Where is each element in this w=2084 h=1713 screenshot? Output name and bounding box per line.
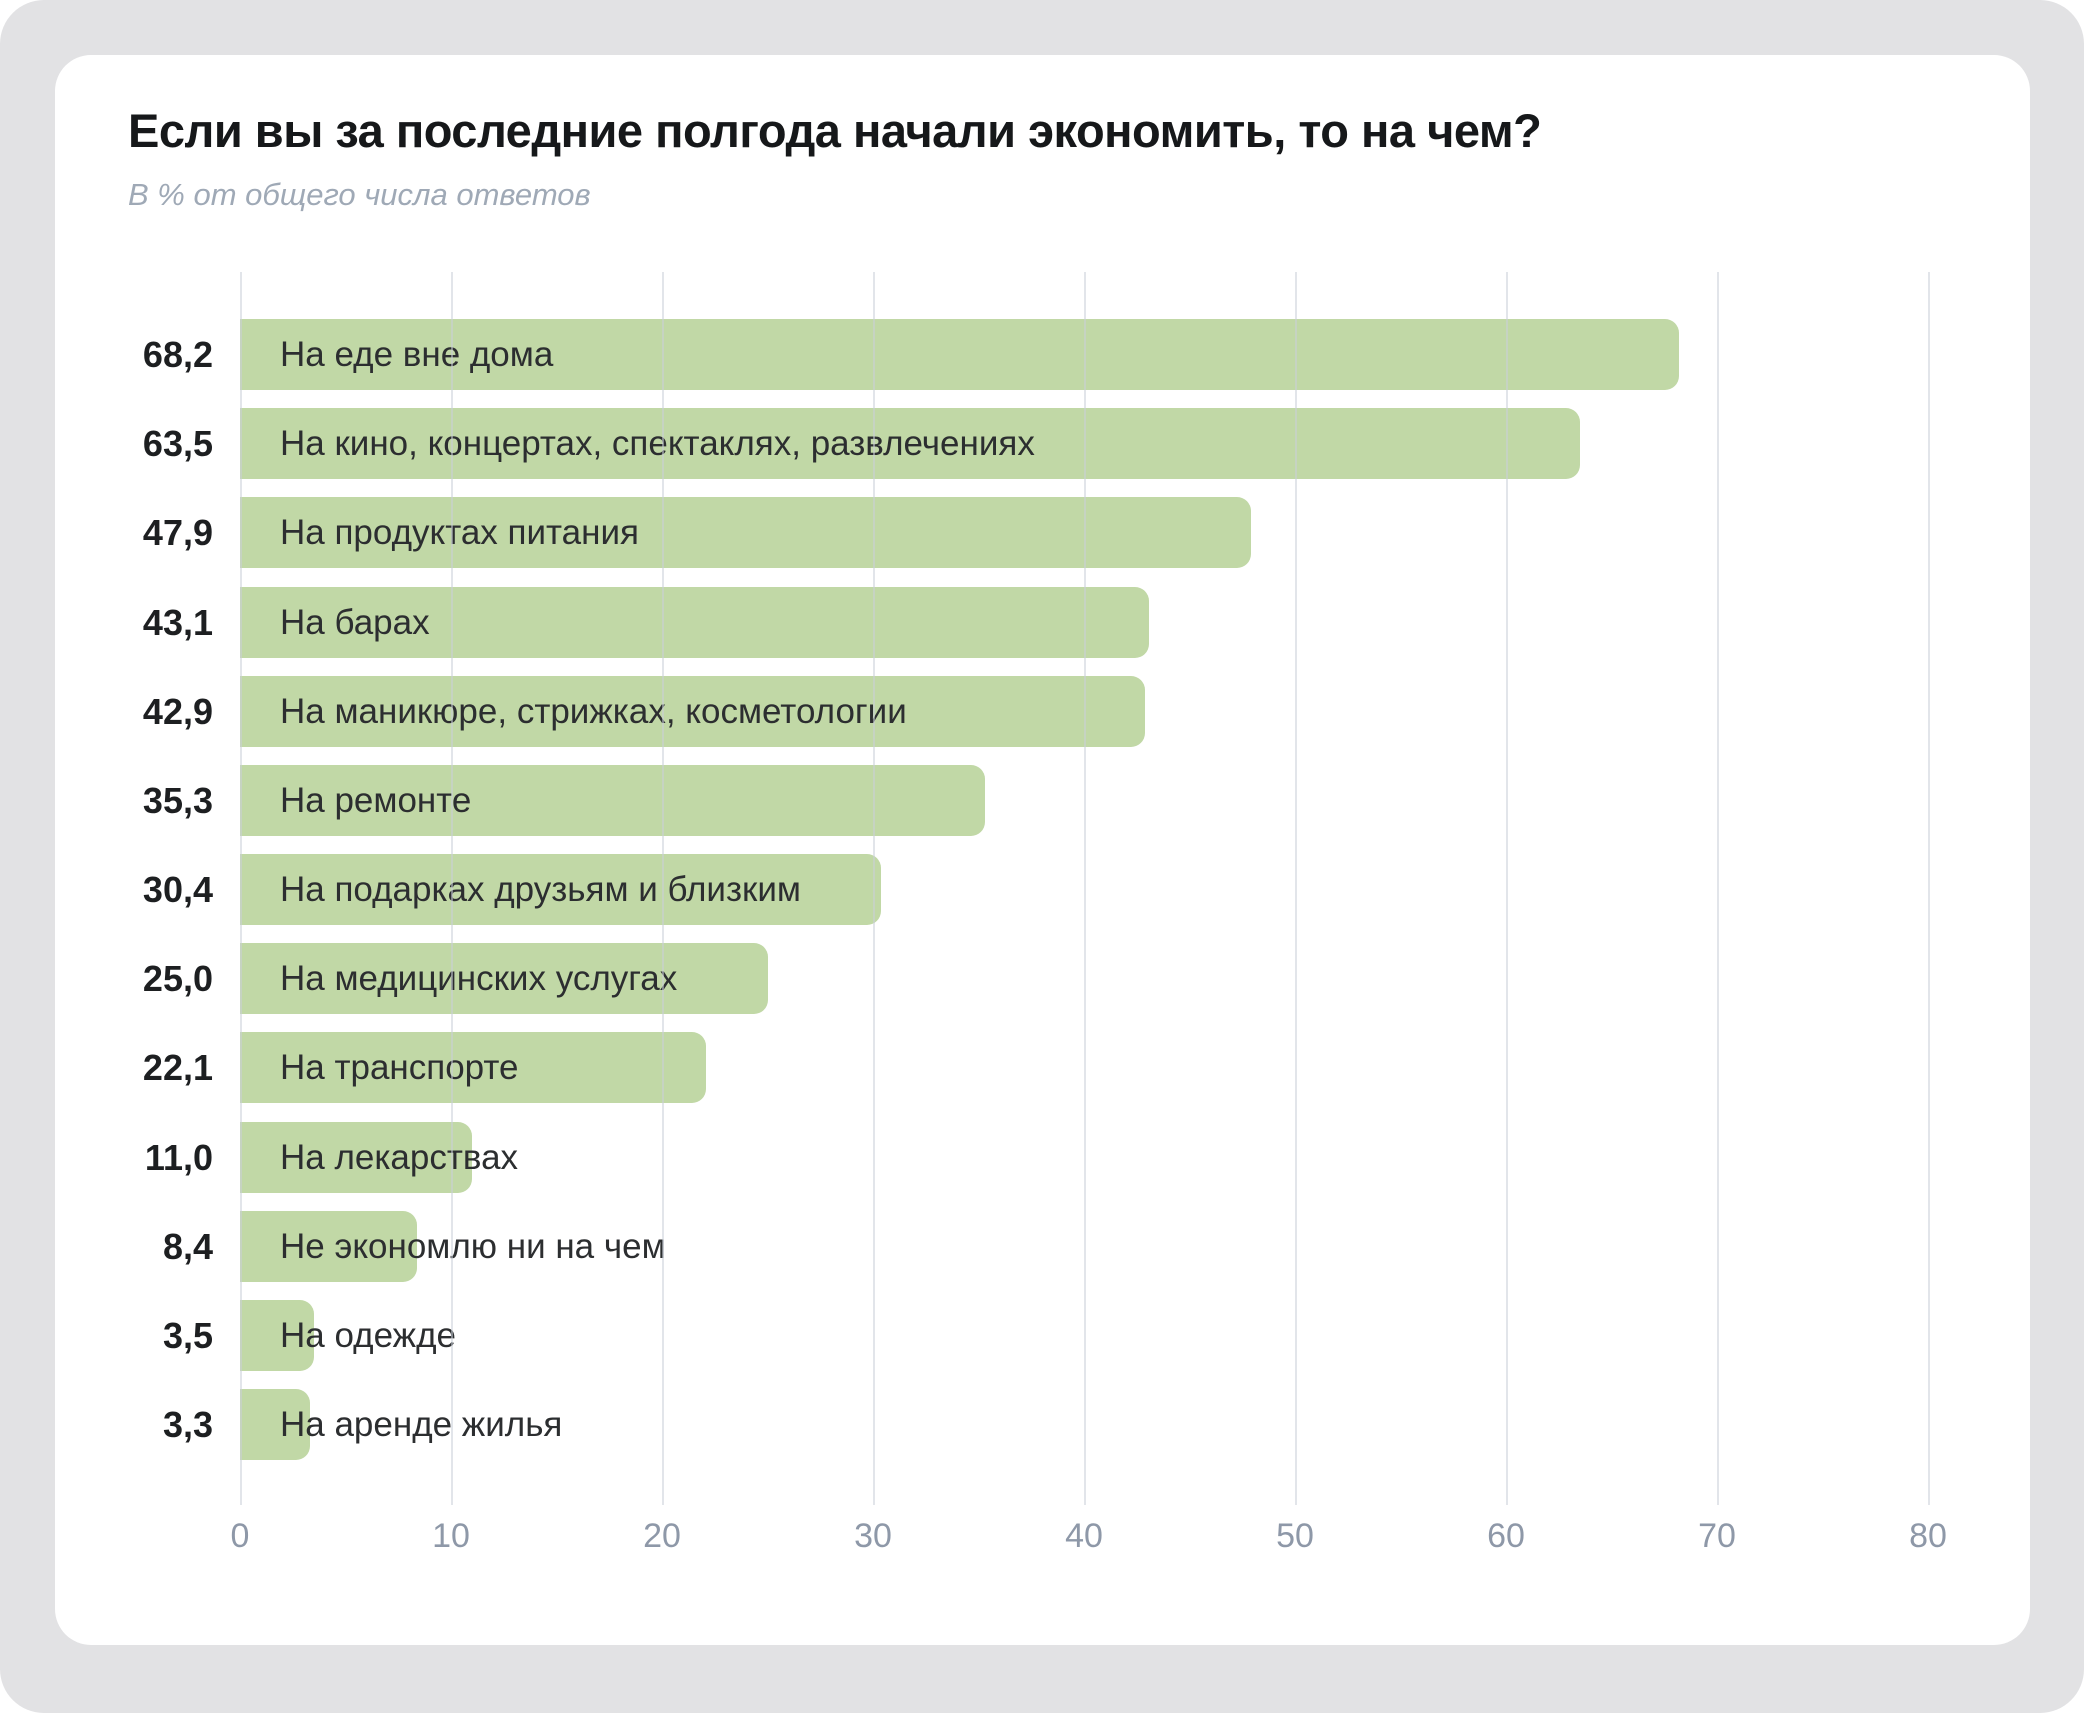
bar-category-label: На одежде (280, 1315, 456, 1355)
bar (240, 586, 1150, 658)
bar (240, 1389, 310, 1461)
bar-row: 42,9 На маникюре, стрижках, косметологии (55, 675, 1980, 747)
bar (240, 675, 1146, 747)
bar-value-label: 47,9 (142, 512, 213, 554)
x-tick-label: 30 (854, 1517, 892, 1555)
bar-category-label: Не экономлю ни на чем (280, 1226, 666, 1266)
bar-row: 8,4 Не экономлю ни на чем (55, 1210, 1980, 1282)
bar-value-label: 22,1 (142, 1047, 213, 1089)
bar-category-label: На транспорте (280, 1048, 519, 1088)
bar-value-label: 42,9 (142, 690, 213, 732)
bar (240, 943, 768, 1015)
bar (240, 764, 985, 836)
x-tick-label: 70 (1698, 1517, 1736, 1555)
bar (240, 1299, 314, 1371)
bar-category-label: На барах (280, 602, 430, 642)
x-tick-label: 10 (432, 1517, 470, 1555)
bar (240, 1121, 473, 1193)
chart-subtitle: В % от общего числа ответов (128, 177, 591, 212)
bar-category-label: На кино, концертах, спектаклях, развлече… (280, 424, 1035, 464)
bar-category-label: На аренде жилья (280, 1405, 563, 1445)
bar-row: 68,2 На еде вне дома (55, 319, 1980, 390)
bar-row: 30,4 На подарках друзьям и близким (55, 854, 1980, 926)
bar-row: 11,0 На лекарствах (55, 1121, 1980, 1193)
bar-category-label: На лекарствах (280, 1137, 519, 1177)
bar-row: 22,1 На транспорте (55, 1032, 1980, 1104)
bar-row: 47,9 На продуктах питания (55, 497, 1980, 569)
bar-category-label: На еде вне дома (280, 335, 554, 374)
x-tick-label: 60 (1487, 1517, 1525, 1555)
bar-category-label: На продуктах питания (280, 513, 639, 553)
bar-value-label: 68,2 (142, 334, 213, 375)
bar-row: 3,5 На одежде (55, 1299, 1980, 1371)
bar-value-label: 25,0 (142, 958, 213, 1000)
bar (240, 497, 1251, 569)
bar-category-label: На маникюре, стрижках, косметологии (280, 691, 907, 731)
x-tick-label: 20 (643, 1517, 681, 1555)
bar-value-label: 30,4 (142, 869, 213, 911)
bar-row: 63,5 На кино, концертах, спектаклях, разв… (55, 408, 1980, 480)
x-axis: 0 10 20 30 40 50 60 70 80 (231, 1517, 1980, 1567)
bar (240, 319, 1680, 390)
bar-value-label: 3,3 (162, 1404, 213, 1446)
x-tick-label: 0 (230, 1517, 250, 1555)
chart-title: Если вы за последние полгода начали экон… (128, 104, 1542, 157)
bar (240, 854, 882, 926)
bar (240, 408, 1580, 480)
bar-value-label: 3,5 (162, 1314, 213, 1356)
chart-card: Если вы за последние полгода начали экон… (55, 55, 2030, 1645)
bar (240, 1210, 418, 1282)
bar-value-label: 35,3 (142, 779, 213, 821)
bar-value-label: 11,0 (144, 1136, 213, 1178)
bar-category-label: На ремонте (280, 780, 472, 820)
bar-row: 3,3 На аренде жилья (55, 1389, 1980, 1461)
bar-category-label: На медицинских услугах (280, 959, 678, 999)
bar-row: 25,0 На медицинских услугах (55, 943, 1980, 1015)
bar-row: 43,1 На барах (55, 586, 1980, 658)
bar-value-label: 63,5 (142, 423, 213, 465)
bar (240, 1032, 707, 1104)
x-tick-label: 50 (1276, 1517, 1314, 1555)
x-tick-label: 40 (1065, 1517, 1103, 1555)
plot-area: 68,2 На еде вне дома 63,5 На кино, концерта… (143, 272, 1980, 1505)
bar-value-label: 8,4 (162, 1225, 213, 1267)
bar-row: 35,3 На ремонте (55, 764, 1980, 836)
x-tick-label: 80 (1909, 1517, 1947, 1555)
bar-category-label: На подарках друзьям и близким (280, 870, 801, 910)
bar-value-label: 43,1 (142, 601, 213, 643)
